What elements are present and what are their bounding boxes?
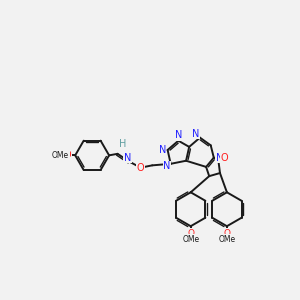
Text: OMe: OMe (182, 235, 199, 244)
Text: OMe: OMe (52, 151, 69, 160)
Text: O: O (224, 229, 230, 238)
Text: O: O (220, 153, 228, 164)
Text: O: O (137, 163, 145, 173)
Text: H: H (119, 139, 127, 149)
Text: OMe: OMe (218, 235, 236, 244)
Text: N: N (175, 130, 182, 140)
Text: O: O (64, 150, 71, 160)
Text: N: N (192, 129, 200, 139)
Text: N: N (158, 145, 166, 155)
Text: N: N (124, 153, 131, 163)
Text: N: N (215, 153, 223, 163)
Text: O: O (187, 229, 194, 238)
Text: N: N (163, 161, 170, 171)
